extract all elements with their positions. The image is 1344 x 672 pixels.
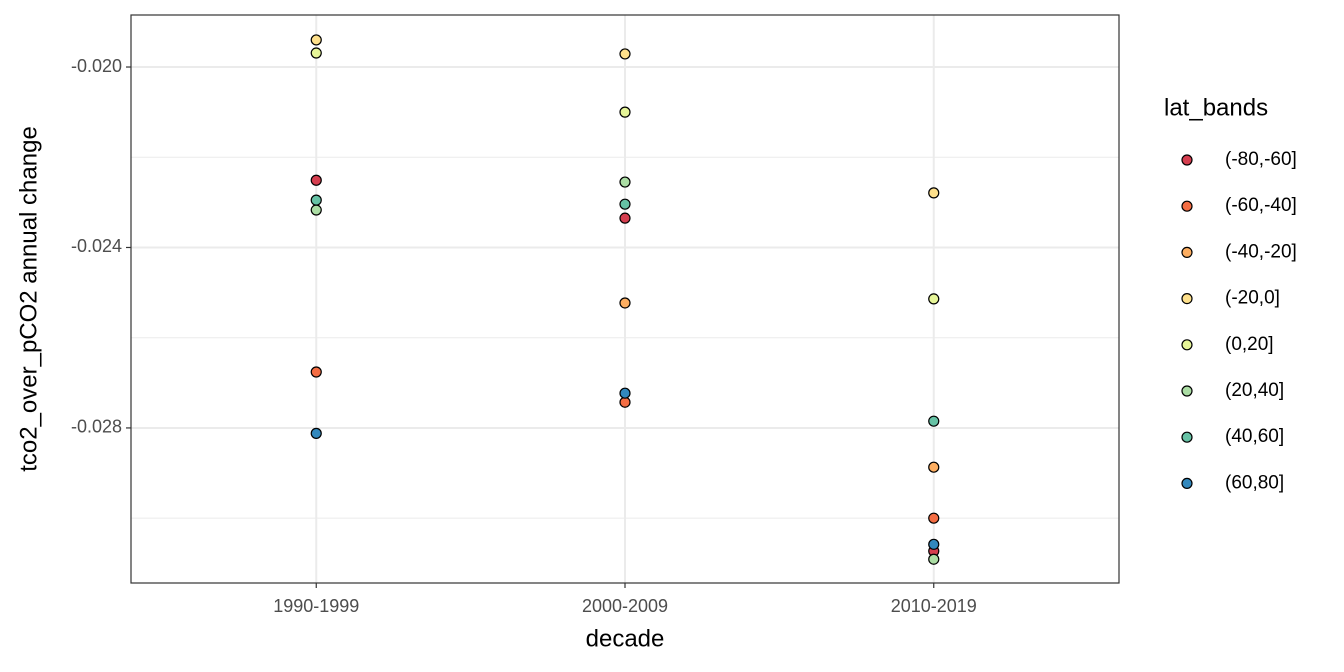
x-tick-label: 2010-2019 (891, 596, 977, 616)
y-tick-label: -0.028 (71, 417, 122, 437)
point (928, 553, 940, 565)
point (619, 48, 631, 60)
legend-key (1181, 477, 1193, 489)
legend-key (1181, 293, 1193, 305)
legend-label: (-60,-40] (1225, 195, 1297, 216)
point (619, 297, 631, 309)
legend-label: (20,40] (1225, 380, 1284, 401)
legend-title: lat_bands (1164, 94, 1268, 121)
legend-label: (0,20] (1225, 334, 1274, 355)
point (619, 106, 631, 118)
x-tick-label: 1990-1999 (273, 596, 359, 616)
point (619, 198, 631, 210)
x-axis-title: decade (586, 625, 665, 652)
point (619, 387, 631, 399)
legend-label: (-20,0] (1225, 288, 1280, 309)
point (928, 538, 940, 550)
point (310, 194, 322, 206)
legend-key (1181, 154, 1193, 166)
y-tick-label: -0.020 (71, 56, 122, 76)
point (928, 187, 940, 199)
point (310, 366, 322, 378)
legend-key (1181, 339, 1193, 351)
legend-label: (-80,-60] (1225, 149, 1297, 170)
point (928, 293, 940, 305)
plot-border (130, 14, 1120, 584)
legend-key (1181, 385, 1193, 397)
point (310, 34, 322, 46)
point (310, 204, 322, 216)
y-axis-title: tco2_over_pCO2 annual change (15, 126, 42, 472)
point (928, 461, 940, 473)
point (619, 176, 631, 188)
point (310, 47, 322, 59)
legend-key (1181, 200, 1193, 212)
legend-label: (60,80] (1225, 472, 1284, 493)
point (310, 174, 322, 186)
point (619, 212, 631, 224)
point (928, 415, 940, 427)
legend-key (1181, 246, 1193, 258)
legend-label: (-40,-20] (1225, 241, 1297, 262)
legend-label: (40,60] (1225, 426, 1284, 447)
point (310, 427, 322, 439)
x-tick-label: 2000-2009 (582, 596, 668, 616)
y-tick-label: -0.024 (71, 236, 122, 256)
point (928, 512, 940, 524)
legend-key (1181, 431, 1193, 443)
